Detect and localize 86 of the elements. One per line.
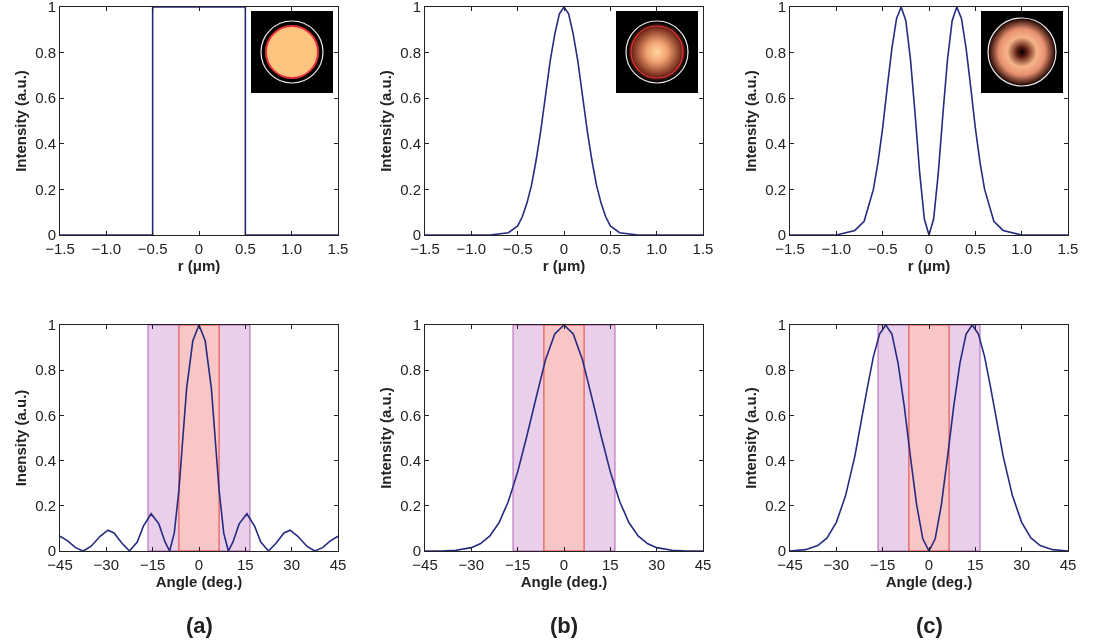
x-tick-label: −1.0 (456, 240, 487, 257)
y-tick-label: 0.6 (765, 89, 786, 107)
line-series (425, 325, 703, 551)
y-tick-label: 1 (47, 0, 56, 16)
y-axis-title: Intensity (a.u.) (377, 387, 395, 489)
x-tick-label: 1.0 (281, 240, 303, 257)
x-tick-label: 30 (283, 556, 301, 573)
x-tick-label: 0 (924, 240, 934, 257)
y-tick-label: 0.8 (400, 43, 421, 61)
x-axis-title: Angle (deg.) (520, 573, 608, 590)
x-tick-label: 0 (194, 240, 204, 257)
text: (c) (916, 613, 943, 638)
x-tick-label: 0.5 (964, 240, 986, 257)
y-tick-label: 0.4 (400, 135, 421, 153)
y-tick-label: 0.4 (400, 451, 421, 469)
x-axis-title: r (μm) (907, 257, 951, 274)
text: (a) (186, 613, 213, 638)
y-tick-label: 0.2 (35, 497, 56, 515)
x-axis-title: r (μm) (542, 257, 586, 274)
x-tick-label: 1.5 (327, 240, 349, 257)
x-tick-label: −15 (504, 556, 531, 573)
x-tick-label: −0.5 (137, 240, 168, 257)
y-tick-label: 0.6 (400, 89, 421, 107)
x-tick-label: −1.0 (821, 240, 852, 257)
x-tick-label: 45 (694, 556, 712, 573)
y-axis-title: Intensity (a.u.) (742, 70, 760, 172)
y-tick-label: 0.4 (35, 451, 56, 469)
y-tick-label: 0.8 (765, 43, 786, 61)
x-axis-title: r (μm) (177, 257, 221, 274)
y-tick-label: 0.2 (765, 497, 786, 515)
x-tick-label: 1.5 (1057, 240, 1079, 257)
y-tick-label: 1 (777, 0, 786, 16)
y-tick-label: 0.2 (765, 180, 786, 198)
x-tick-label: 1.0 (1011, 240, 1033, 257)
x-tick-label: 45 (1059, 556, 1077, 573)
x-tick-label: −30 (823, 556, 850, 573)
x-tick-label: −30 (458, 556, 485, 573)
y-tick-label: 0.6 (35, 406, 56, 424)
line-series (60, 325, 338, 551)
x-tick-label: 0 (924, 556, 934, 573)
y-tick-label: 0.6 (765, 406, 786, 424)
x-axis-title: Angle (deg.) (155, 573, 243, 590)
y-tick-label: 0.2 (35, 180, 56, 198)
x-tick-label: 1.0 (646, 240, 668, 257)
y-tick-label: 1 (412, 316, 421, 334)
x-tick-label: −0.5 (502, 240, 533, 257)
x-tick-label: 1.5 (692, 240, 714, 257)
text: (b) (550, 613, 579, 638)
y-tick-label: 0.8 (35, 43, 56, 61)
y-tick-label: 0.6 (400, 406, 421, 424)
x-tick-label: 15 (236, 556, 254, 573)
y-axis-title: Intensity (a.u.) (742, 387, 760, 489)
line-series (425, 7, 703, 235)
x-tick-label: 0.5 (599, 240, 621, 257)
y-axis-title: Inensity (a.u.) (12, 389, 30, 487)
x-tick-label: 15 (966, 556, 984, 573)
x-axis-title: Angle (deg.) (885, 573, 973, 590)
y-tick-label: 0.8 (765, 361, 786, 379)
x-tick-label: 0 (559, 556, 569, 573)
x-tick-label: −15 (869, 556, 896, 573)
x-tick-label: 0 (559, 240, 569, 257)
y-tick-label: 0.4 (765, 135, 786, 153)
y-tick-label: 0.6 (35, 89, 56, 107)
y-tick-label: 0.4 (765, 451, 786, 469)
y-axis-title: Intensity (a.u.) (12, 70, 30, 172)
x-tick-label: 0 (194, 556, 204, 573)
y-axis-title: Intensity (a.u.) (377, 70, 395, 172)
x-tick-label: 15 (601, 556, 619, 573)
y-tick-label: 0.8 (35, 361, 56, 379)
x-tick-label: 30 (1013, 556, 1031, 573)
line-series (790, 325, 1068, 551)
x-tick-label: −0.5 (867, 240, 898, 257)
x-tick-label: −1.0 (91, 240, 122, 257)
line-series (790, 7, 1068, 235)
x-tick-label: 45 (329, 556, 347, 573)
x-tick-label: −30 (93, 556, 120, 573)
x-tick-label: −15 (139, 556, 166, 573)
y-tick-label: 0.2 (400, 497, 421, 515)
x-tick-label: 0.5 (234, 240, 256, 257)
y-tick-label: 1 (412, 0, 421, 16)
x-tick-label: 30 (648, 556, 666, 573)
y-tick-label: 1 (47, 316, 56, 334)
y-tick-label: 0.2 (400, 180, 421, 198)
y-tick-label: 0.4 (35, 135, 56, 153)
y-tick-label: 1 (777, 316, 786, 334)
y-tick-label: 0.8 (400, 361, 421, 379)
